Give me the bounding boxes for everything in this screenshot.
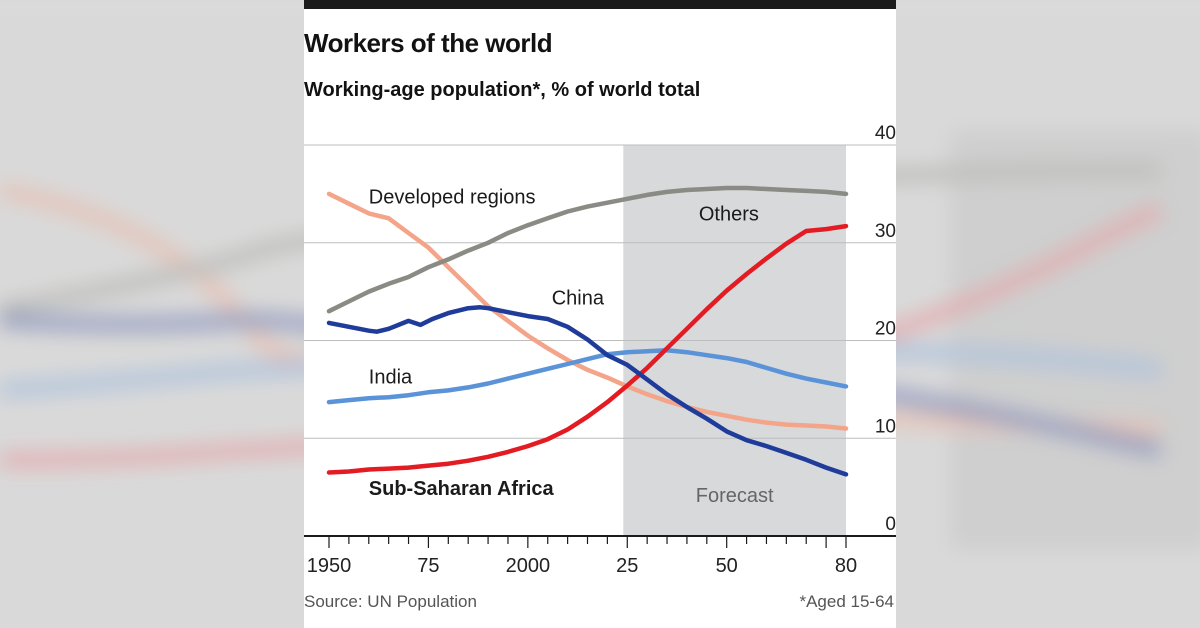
series-label-india: India	[369, 367, 413, 389]
forecast-label: Forecast	[696, 485, 774, 507]
x-tick-label: 75	[417, 555, 439, 577]
x-tick-label: 80	[835, 555, 857, 577]
series-line-china	[326, 305, 849, 477]
line-chart: Forecast 0 10 20 30 40 1950 75 2000 25 50 80 Deve…	[304, 123, 896, 577]
series-line-india	[326, 348, 849, 405]
y-tick-label: 0	[885, 514, 896, 535]
y-tick-label: 20	[875, 319, 896, 340]
y-tick-label: 30	[875, 221, 896, 242]
series-line-others	[326, 185, 849, 314]
x-tick-label: 1950	[307, 555, 352, 577]
top-rule	[304, 0, 896, 9]
y-tick-label: 40	[875, 123, 896, 144]
chart-card: Workers of the world Working-age populat…	[304, 0, 896, 628]
x-tick-label: 2000	[506, 555, 551, 577]
series-line-developed	[326, 191, 849, 431]
x-tick-label: 25	[616, 555, 638, 577]
series-label-developed: Developed regions	[369, 187, 536, 209]
x-tick-label: 50	[716, 555, 738, 577]
footnote: *Aged 15-64	[799, 592, 894, 611]
series-label-ssa: Sub-Saharan Africa	[369, 478, 555, 500]
series-line-ssa	[326, 223, 849, 475]
series-label-china: China	[552, 287, 605, 309]
chart-subtitle: Working-age population*, % of world tota…	[304, 79, 701, 101]
chart-title: Workers of the world	[304, 28, 553, 58]
source-note: Source: UN Population	[304, 592, 477, 611]
series-label-others: Others	[699, 203, 759, 225]
y-tick-label: 10	[875, 416, 896, 437]
